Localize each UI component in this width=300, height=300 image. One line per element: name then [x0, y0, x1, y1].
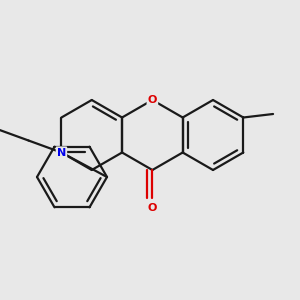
- Text: N: N: [57, 148, 66, 158]
- Text: O: O: [148, 203, 157, 213]
- Text: O: O: [148, 95, 157, 105]
